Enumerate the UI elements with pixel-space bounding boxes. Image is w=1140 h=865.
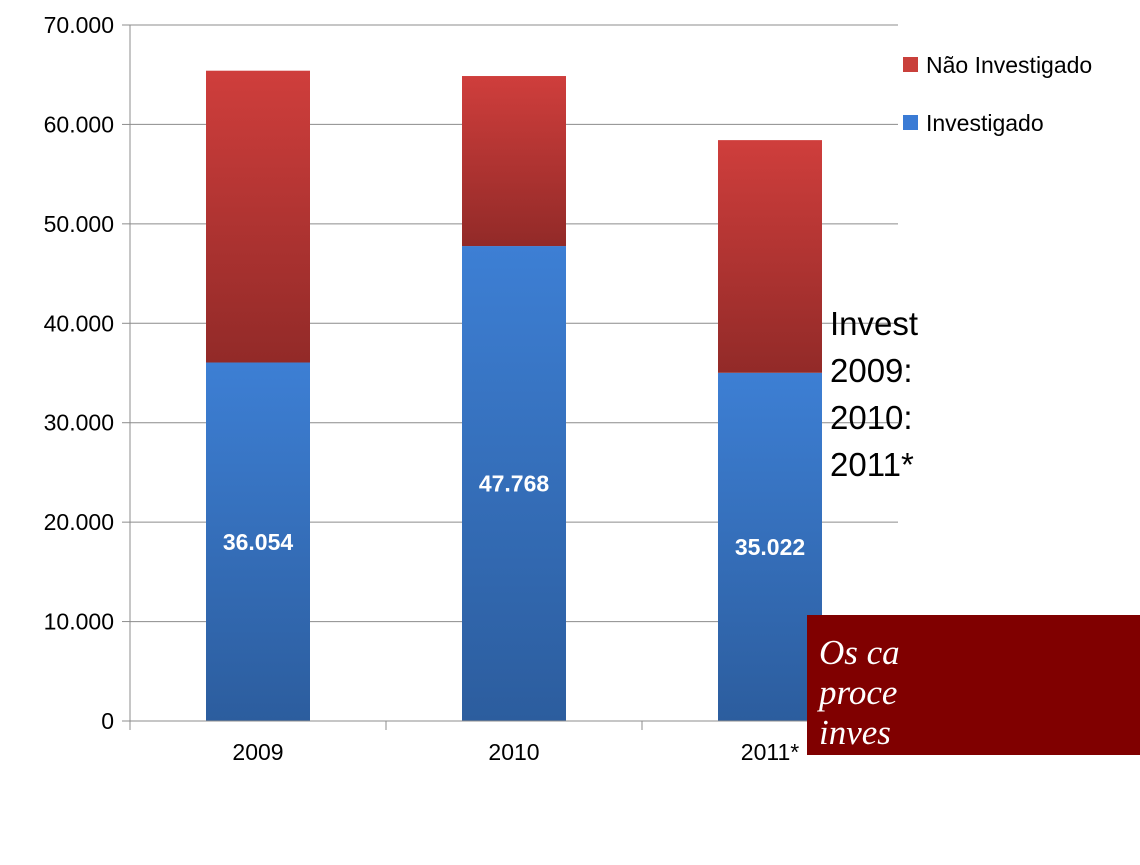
summary-line: 2011* (830, 446, 914, 483)
y-tick-label: 50.000 (44, 211, 114, 237)
y-tick-label: 60.000 (44, 111, 114, 137)
bar-investigado (462, 246, 566, 721)
x-tick-label: 2010 (488, 739, 539, 765)
bars (206, 70, 822, 721)
x-tick-label: 2009 (232, 739, 283, 765)
note-box: Os ca proce inves (807, 615, 1140, 755)
data-label: 35.022 (735, 534, 805, 560)
legend: Não Investigado Investigado (903, 52, 1092, 136)
axes: 0 10.000 20.000 30.000 40.000 50.000 60.000 70.… (44, 12, 899, 765)
bar-investigado (718, 372, 822, 721)
y-tick-label: 20.000 (44, 509, 114, 535)
y-tick-label: 40.000 (44, 310, 114, 336)
summary-line: 2009: (830, 352, 913, 389)
investigation-summary-text: Invest 2009: 2010: 2011* (830, 300, 918, 488)
data-label: 36.054 (223, 529, 294, 555)
labels: 36.054 47.768 35.022 (223, 471, 805, 560)
note-line: inves (819, 713, 891, 752)
note-line: Os ca (819, 633, 900, 672)
bar-nao-investigado (206, 70, 310, 363)
summary-line: Invest (830, 305, 919, 342)
y-tick-label: 0 (101, 708, 114, 734)
bar-nao-investigado (462, 76, 566, 247)
legend-swatch (903, 115, 918, 130)
y-tick-label: 30.000 (44, 410, 114, 436)
y-tick-label: 10.000 (44, 609, 114, 635)
note-line: proce (819, 673, 898, 712)
legend-swatch (903, 57, 918, 72)
legend-label: Não Investigado (926, 52, 1092, 78)
summary-line: 2010: (830, 399, 913, 436)
bar-nao-investigado (718, 140, 822, 373)
bar-investigado (206, 362, 310, 721)
x-tick-label: 2011* (741, 739, 799, 765)
legend-label: Investigado (926, 110, 1044, 136)
data-label: 47.768 (479, 471, 550, 497)
y-tick-label: 70.000 (44, 12, 114, 38)
